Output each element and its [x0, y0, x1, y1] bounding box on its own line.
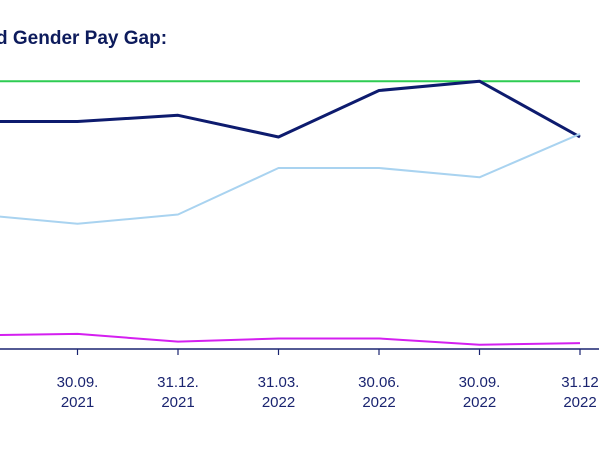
series-line-navy: [0, 79, 581, 139]
x-tick-label: 31.03. 2022: [258, 374, 300, 411]
x-tick-label: 30.09. 2022: [459, 374, 501, 411]
series-line-magenta: [0, 332, 581, 346]
series-layer: [0, 79, 581, 346]
chart-title: d Gender Pay Gap:: [0, 28, 168, 49]
series-line-lightblue: [0, 132, 581, 225]
x-tick-label: 31.12. 2021: [157, 374, 199, 411]
x-tick-label: 30.09. 2021: [57, 374, 99, 411]
x-tick-label: 30.06. 2022: [358, 374, 400, 411]
x-axis-ticks: 30.06.202130.09.202131.12.202131.03.2022…: [57, 349, 599, 411]
x-tick-label: 31.12 2022: [561, 374, 599, 411]
